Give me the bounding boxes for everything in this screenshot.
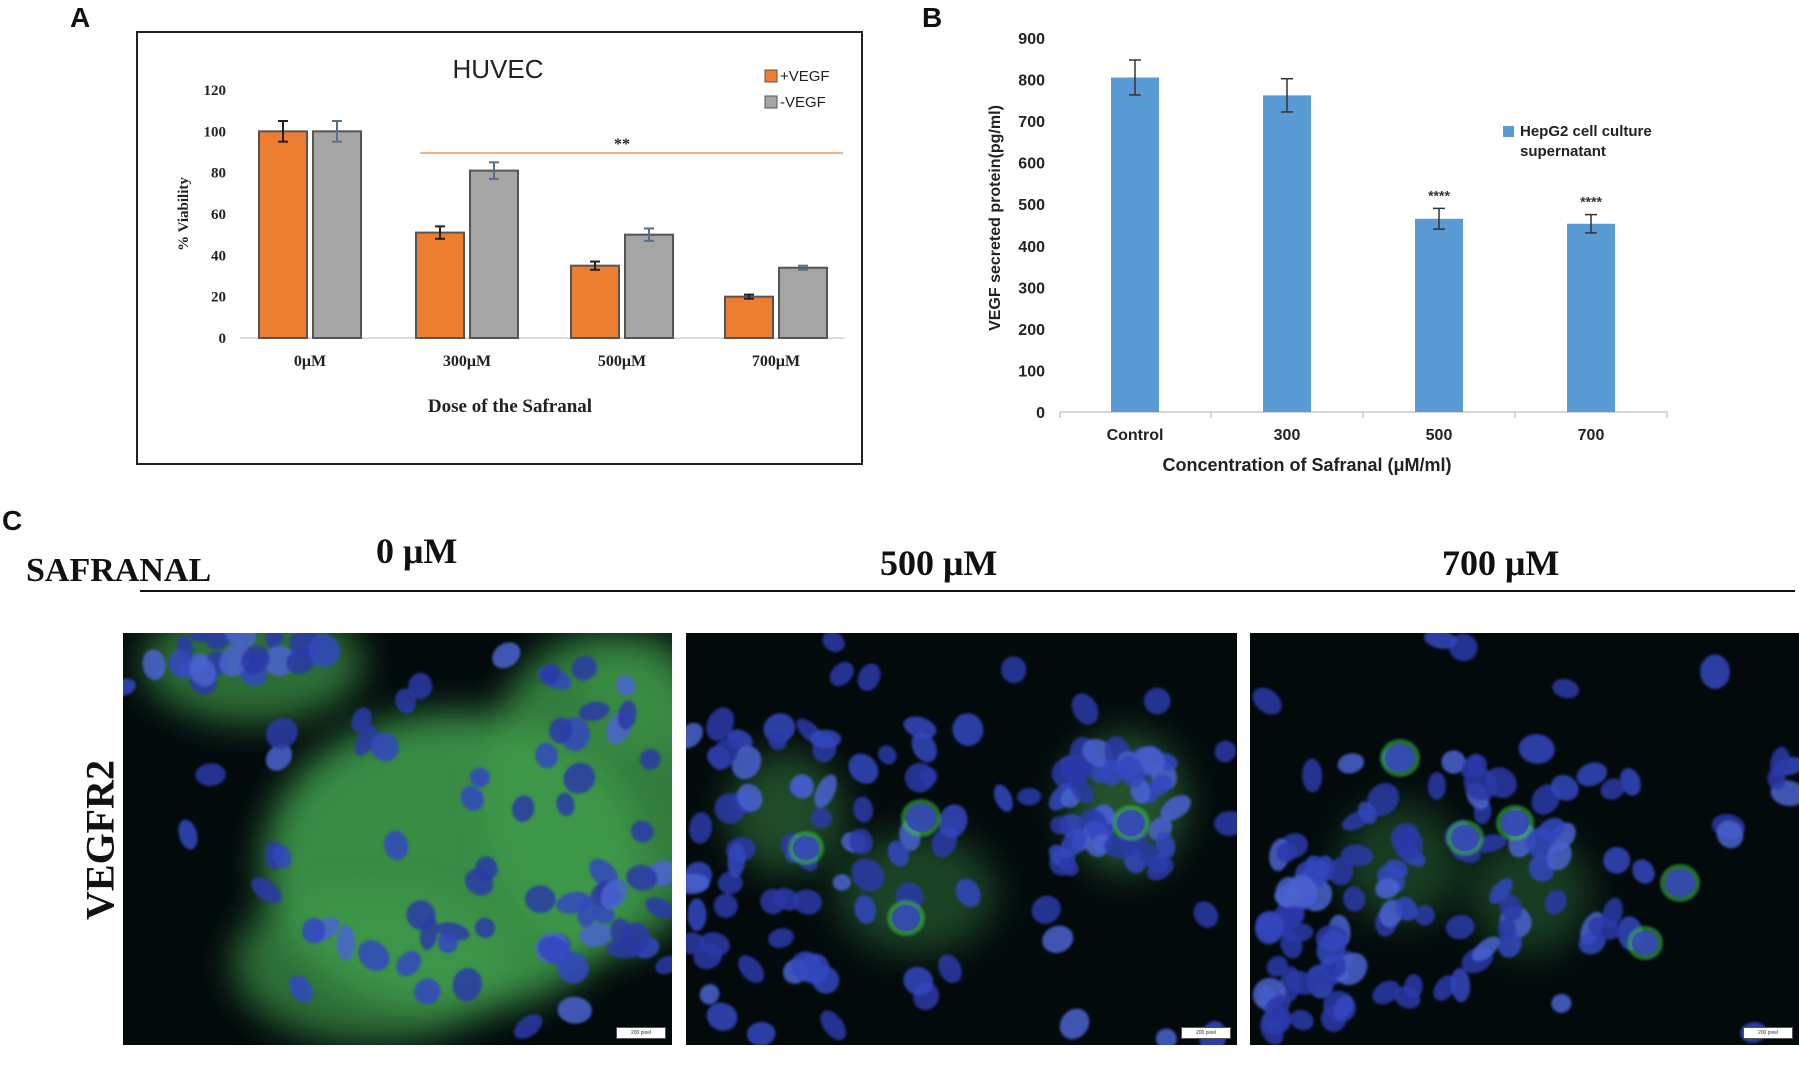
y-tick-label: 700 bbox=[1018, 114, 1045, 131]
y-tick-label: 40 bbox=[211, 248, 226, 264]
chart-b-y-axis-label: VEGF secreted protein(pg/ml) bbox=[987, 105, 1004, 331]
y-tick-label: 100 bbox=[1018, 363, 1045, 380]
micrograph-0um: 200 pixel bbox=[123, 633, 672, 1045]
y-tick-label: 0 bbox=[219, 331, 227, 347]
panel-c-dose-0: 0 μM bbox=[376, 531, 458, 571]
y-tick-label: 300 bbox=[1018, 280, 1045, 297]
panel-letter-b: B bbox=[922, 2, 943, 33]
y-tick-label: 60 bbox=[211, 207, 226, 223]
chart-a-title: HUVEC bbox=[452, 54, 543, 84]
panel-letter-a: A bbox=[70, 2, 91, 33]
y-tick-label: 0 bbox=[1036, 405, 1045, 422]
legend-swatch-hepg2 bbox=[1503, 126, 1514, 137]
bar bbox=[570, 264, 620, 339]
bar bbox=[1111, 77, 1159, 412]
chart-b-legend: HepG2 cell culture supernatant bbox=[1503, 123, 1652, 160]
y-tick-label: 100 bbox=[204, 124, 227, 140]
y-tick-label: 20 bbox=[211, 290, 226, 306]
y-tick-label: 120 bbox=[204, 83, 227, 99]
x-tick-label: 700μM bbox=[752, 353, 800, 370]
bar bbox=[415, 231, 465, 340]
bar bbox=[258, 130, 308, 339]
y-tick-label: 600 bbox=[1018, 156, 1045, 173]
y-tick-label: 900 bbox=[1018, 31, 1045, 48]
micrograph-700um: 200 pixel bbox=[1250, 633, 1799, 1045]
bar bbox=[778, 266, 828, 340]
vegfr2-positive-cells bbox=[1380, 739, 1700, 960]
legend-swatch-plus-vegf bbox=[764, 69, 778, 83]
y-tick-label: 80 bbox=[211, 166, 226, 182]
chart-a-huvec-viability: HUVEC 0 20 40 60 80 100 120 0μM 300μM 500μM 700μM… bbox=[136, 31, 863, 465]
significance-stars: **** bbox=[1580, 194, 1602, 210]
panel-letter-c: C bbox=[2, 505, 23, 536]
nuclei-stain bbox=[1252, 633, 1799, 1045]
x-tick-label: 0μM bbox=[294, 353, 326, 370]
x-tick-label: Control bbox=[1107, 427, 1164, 444]
micrograph-500um: 200 pixel bbox=[686, 633, 1237, 1045]
panel-c-header-rule bbox=[140, 590, 1795, 592]
bar bbox=[469, 169, 519, 339]
x-tick-label: 500μM bbox=[598, 353, 646, 370]
chart-b-vegf-secretion: 0 100 200 300 400 500 600 700 800 900 **** **** Co… bbox=[987, 31, 1668, 475]
y-tick-label: 800 bbox=[1018, 73, 1045, 90]
y-tick-label: 400 bbox=[1018, 239, 1045, 256]
y-tick-label: 200 bbox=[1018, 322, 1045, 339]
bar bbox=[1415, 218, 1463, 412]
chart-b-x-axis-label: Concentration of Safranal (μM/ml) bbox=[1162, 455, 1451, 475]
panel-c-row-label: VEGFR2 bbox=[77, 760, 123, 920]
x-tick-label: 700 bbox=[1578, 427, 1605, 444]
chart-a-legend: +VEGF -VEGF bbox=[764, 68, 830, 111]
y-tick-label: 500 bbox=[1018, 197, 1045, 214]
chart-a-y-axis-label: % Viability bbox=[176, 177, 192, 251]
legend-label-plus-vegf: +VEGF bbox=[780, 68, 830, 85]
vegfr2-positive-cells bbox=[788, 799, 1150, 936]
scale-bar-700um: 200 pixel bbox=[1743, 1027, 1793, 1039]
panel-c-dose-700: 700 μM bbox=[1442, 543, 1560, 583]
scale-bar-0um: 200 pixel bbox=[616, 1027, 666, 1039]
panel-c-compound-label: SAFRANAL bbox=[26, 552, 212, 589]
bar bbox=[312, 130, 362, 339]
chart-a-x-axis-label: Dose of the Safranal bbox=[428, 396, 592, 417]
legend-label-hepg2: HepG2 cell culture supernatant bbox=[1520, 123, 1652, 160]
bar bbox=[724, 295, 774, 339]
scale-bar-500um: 200 pixel bbox=[1181, 1027, 1231, 1039]
significance-annotation: ** bbox=[614, 136, 630, 153]
legend-swatch-minus-vegf bbox=[764, 95, 778, 109]
x-tick-label: 500 bbox=[1426, 427, 1453, 444]
nuclei-stain bbox=[686, 633, 1237, 1045]
panel-c-dose-500: 500 μM bbox=[880, 543, 998, 583]
legend-label-minus-vegf: -VEGF bbox=[780, 94, 826, 111]
x-tick-label: 300μM bbox=[443, 353, 491, 370]
bar bbox=[1567, 223, 1615, 412]
nuclei-stain bbox=[123, 633, 672, 1039]
bar bbox=[1263, 95, 1311, 412]
bar bbox=[624, 233, 674, 340]
significance-stars: **** bbox=[1428, 187, 1450, 203]
x-tick-label: 300 bbox=[1274, 427, 1301, 444]
